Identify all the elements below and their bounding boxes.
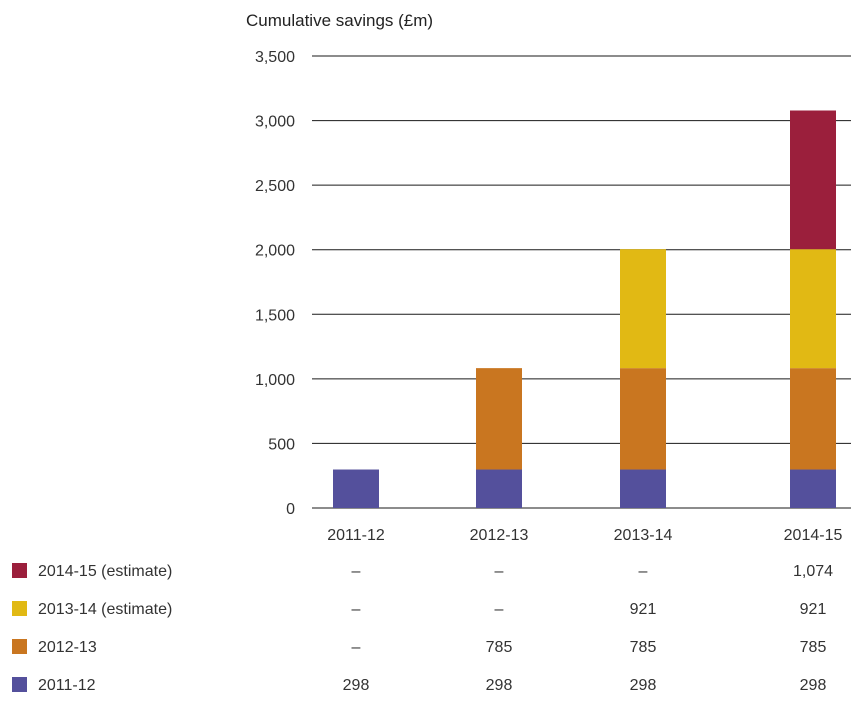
table-cell: – — [352, 639, 361, 656]
y-tick-label: 2,500 — [255, 178, 295, 195]
x-tick-label: 2014-15 — [784, 527, 843, 544]
legend-swatch — [12, 601, 27, 616]
table-cell: 785 — [486, 639, 513, 656]
bar-segment — [790, 249, 836, 369]
legend-swatch — [12, 639, 27, 654]
bar-segment — [476, 368, 522, 470]
y-tick-label: 1,000 — [255, 372, 295, 389]
bar-segment — [476, 469, 522, 508]
y-tick-label: 0 — [286, 501, 295, 518]
bar-segment — [620, 368, 666, 470]
bar-segment — [333, 469, 379, 508]
table-cell: 298 — [630, 677, 657, 694]
table-cell: – — [495, 563, 504, 580]
data-table: 2014-15 (estimate) – – – 1,074 2013-14 (estim… — [12, 563, 833, 694]
legend-swatch — [12, 563, 27, 578]
table-cell: 1,074 — [793, 563, 833, 580]
table-cell: 298 — [486, 677, 513, 694]
y-tick-label: 2,000 — [255, 243, 295, 260]
legend-label: 2012-13 — [38, 639, 97, 656]
y-axis-title: Cumulative savings (£m) — [246, 11, 433, 30]
table-cell: 298 — [343, 677, 370, 694]
bars — [333, 110, 836, 508]
table-cell: 921 — [800, 601, 827, 618]
bar-segment — [620, 469, 666, 508]
bar-segment — [620, 249, 666, 369]
table-cell: – — [495, 601, 504, 618]
gridlines — [312, 55, 851, 509]
legend-label: 2011-12 — [38, 677, 96, 694]
legend-label: 2013-14 (estimate) — [38, 601, 172, 618]
legend-label: 2014-15 (estimate) — [38, 563, 172, 580]
legend-swatch — [12, 677, 27, 692]
y-tick-label: 1,500 — [255, 307, 295, 324]
x-tick-label: 2012-13 — [470, 527, 529, 544]
table-cell: 298 — [800, 677, 827, 694]
table-cell: 785 — [800, 639, 827, 656]
y-axis-ticks: 0 500 1,000 1,500 2,000 2,500 3,000 3,500 — [255, 49, 295, 518]
bar-segment — [790, 469, 836, 508]
bar-segment — [790, 368, 836, 470]
x-axis-ticks: 2011-12 2012-13 2013-14 2014-15 — [327, 527, 842, 544]
table-cell: – — [352, 601, 361, 618]
y-tick-label: 3,500 — [255, 49, 295, 66]
table-cell: – — [352, 563, 361, 580]
bar-segment — [790, 110, 836, 250]
table-cell: 921 — [630, 601, 657, 618]
table-cell: 785 — [630, 639, 657, 656]
y-tick-label: 3,000 — [255, 114, 295, 131]
x-tick-label: 2013-14 — [614, 527, 673, 544]
x-tick-label: 2011-12 — [327, 527, 385, 544]
table-cell: – — [639, 563, 648, 580]
y-tick-label: 500 — [268, 436, 295, 453]
